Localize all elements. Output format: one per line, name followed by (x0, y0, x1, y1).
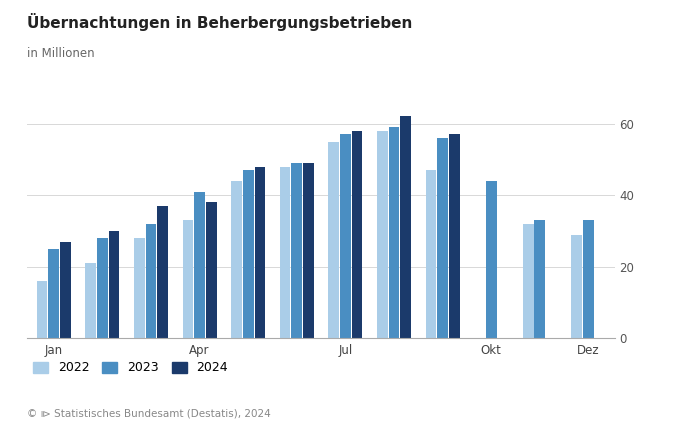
Bar (535, 220, 545, 338)
Text: Übernachtungen in Beherbergungsbetrieben: Übernachtungen in Beherbergungsbetrieben (27, 13, 412, 31)
Bar (109, 231, 120, 338)
Bar (340, 135, 351, 338)
Bar (194, 192, 205, 338)
Legend: 2022, 2023, 2024: 2022, 2023, 2024 (33, 361, 228, 374)
Bar (389, 127, 400, 338)
Bar (571, 235, 582, 338)
Bar (303, 163, 314, 338)
Bar (426, 170, 436, 338)
Bar (183, 220, 193, 338)
Bar (523, 224, 533, 338)
Bar (400, 116, 411, 338)
Bar (486, 181, 497, 338)
Bar (231, 181, 242, 338)
Text: in Millionen: in Millionen (27, 47, 95, 60)
Bar (60, 242, 71, 338)
Bar (583, 220, 594, 338)
Bar (280, 167, 291, 338)
Bar (449, 135, 460, 338)
Bar (97, 238, 107, 338)
Bar (158, 206, 168, 338)
Bar (254, 167, 265, 338)
Bar (291, 163, 302, 338)
Bar (49, 249, 59, 338)
Bar (437, 138, 448, 338)
Bar (329, 142, 339, 338)
Bar (352, 131, 362, 338)
Bar (85, 263, 96, 338)
Bar (37, 281, 47, 338)
Bar (206, 202, 216, 338)
Text: © ⧐ Statistisches Bundesamt (Destatis), 2024: © ⧐ Statistisches Bundesamt (Destatis), … (27, 409, 271, 419)
Bar (134, 238, 145, 338)
Bar (377, 131, 388, 338)
Bar (243, 170, 254, 338)
Bar (145, 224, 156, 338)
